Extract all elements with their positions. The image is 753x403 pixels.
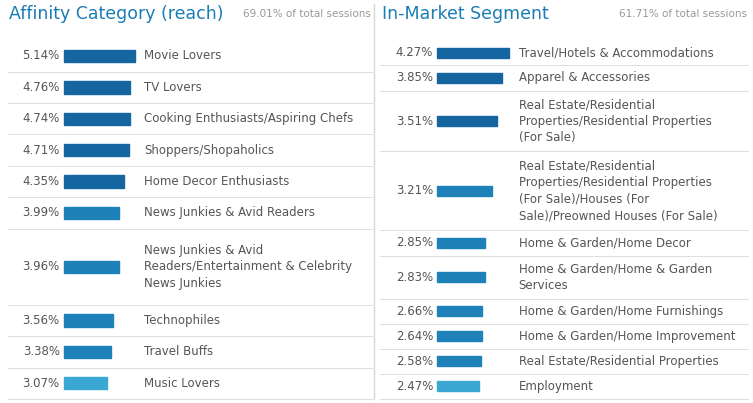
Text: 4.74%: 4.74% — [23, 112, 59, 125]
Text: 69.01% of total sessions: 69.01% of total sessions — [243, 9, 371, 19]
Text: Cooking Enthusiasts/Aspiring Chefs: Cooking Enthusiasts/Aspiring Chefs — [145, 112, 354, 125]
Text: 3.51%: 3.51% — [396, 114, 433, 127]
Text: Travel Buffs: Travel Buffs — [145, 345, 214, 358]
Bar — [64, 314, 114, 327]
Bar — [64, 377, 107, 389]
Text: 3.99%: 3.99% — [23, 206, 59, 219]
Text: 3.21%: 3.21% — [396, 185, 433, 197]
Text: 4.76%: 4.76% — [23, 81, 59, 94]
Text: Shoppers/Shopaholics: Shoppers/Shopaholics — [145, 143, 275, 157]
Bar — [64, 261, 119, 273]
Text: 2.64%: 2.64% — [395, 330, 433, 343]
Bar — [437, 48, 509, 58]
Text: Apparel & Accessories: Apparel & Accessories — [519, 71, 650, 85]
Text: Affinity Category (reach): Affinity Category (reach) — [9, 5, 224, 23]
Text: 2.85%: 2.85% — [396, 237, 433, 249]
Bar — [437, 331, 482, 341]
Text: Real Estate/Residential Properties: Real Estate/Residential Properties — [519, 355, 718, 368]
Text: 3.56%: 3.56% — [23, 314, 59, 327]
Text: Music Lovers: Music Lovers — [145, 377, 221, 390]
Bar — [64, 112, 130, 125]
Text: Home Decor Enthusiasts: Home Decor Enthusiasts — [145, 175, 290, 188]
Bar — [64, 207, 120, 219]
Bar — [64, 175, 124, 188]
Text: Employment: Employment — [519, 380, 593, 393]
Text: 3.85%: 3.85% — [396, 71, 433, 85]
Text: 3.38%: 3.38% — [23, 345, 59, 358]
Text: News Junkies & Avid
Readers/Entertainment & Celebrity
News Junkies: News Junkies & Avid Readers/Entertainmen… — [145, 244, 352, 290]
Bar — [64, 144, 130, 156]
Text: Travel/Hotels & Accommodations: Travel/Hotels & Accommodations — [519, 46, 713, 59]
Text: 2.58%: 2.58% — [396, 355, 433, 368]
Text: Home & Garden/Home Improvement: Home & Garden/Home Improvement — [519, 330, 735, 343]
Bar — [64, 81, 130, 93]
Text: 3.96%: 3.96% — [23, 260, 59, 273]
Bar — [64, 346, 111, 358]
Text: Technophiles: Technophiles — [145, 314, 221, 327]
Text: 2.47%: 2.47% — [395, 380, 433, 393]
Text: Real Estate/Residential
Properties/Residential Properties
(For Sale)/Houses (For: Real Estate/Residential Properties/Resid… — [519, 160, 718, 222]
Text: Home & Garden/Home Furnishings: Home & Garden/Home Furnishings — [519, 305, 723, 318]
Bar — [437, 186, 492, 196]
Text: 2.66%: 2.66% — [395, 305, 433, 318]
Text: 5.14%: 5.14% — [23, 50, 59, 62]
Text: Real Estate/Residential
Properties/Residential Properties
(For Sale): Real Estate/Residential Properties/Resid… — [519, 98, 712, 144]
Text: 3.07%: 3.07% — [23, 377, 59, 390]
Bar — [437, 73, 502, 83]
Text: 4.35%: 4.35% — [23, 175, 59, 188]
Text: Movie Lovers: Movie Lovers — [145, 50, 222, 62]
Bar — [437, 356, 481, 366]
Bar — [437, 116, 496, 126]
Bar — [437, 382, 479, 391]
Text: 4.71%: 4.71% — [23, 143, 59, 157]
Bar — [437, 272, 485, 282]
Bar — [437, 306, 482, 316]
Text: 2.83%: 2.83% — [396, 270, 433, 284]
Text: TV Lovers: TV Lovers — [145, 81, 203, 94]
Text: Home & Garden/Home & Garden
Services: Home & Garden/Home & Garden Services — [519, 262, 712, 292]
Text: In-Market Segment: In-Market Segment — [382, 5, 549, 23]
Text: News Junkies & Avid Readers: News Junkies & Avid Readers — [145, 206, 316, 219]
Bar — [437, 238, 486, 248]
Text: Home & Garden/Home Decor: Home & Garden/Home Decor — [519, 237, 691, 249]
Text: 61.71% of total sessions: 61.71% of total sessions — [620, 9, 748, 19]
Text: 4.27%: 4.27% — [395, 46, 433, 59]
Bar — [64, 50, 136, 62]
